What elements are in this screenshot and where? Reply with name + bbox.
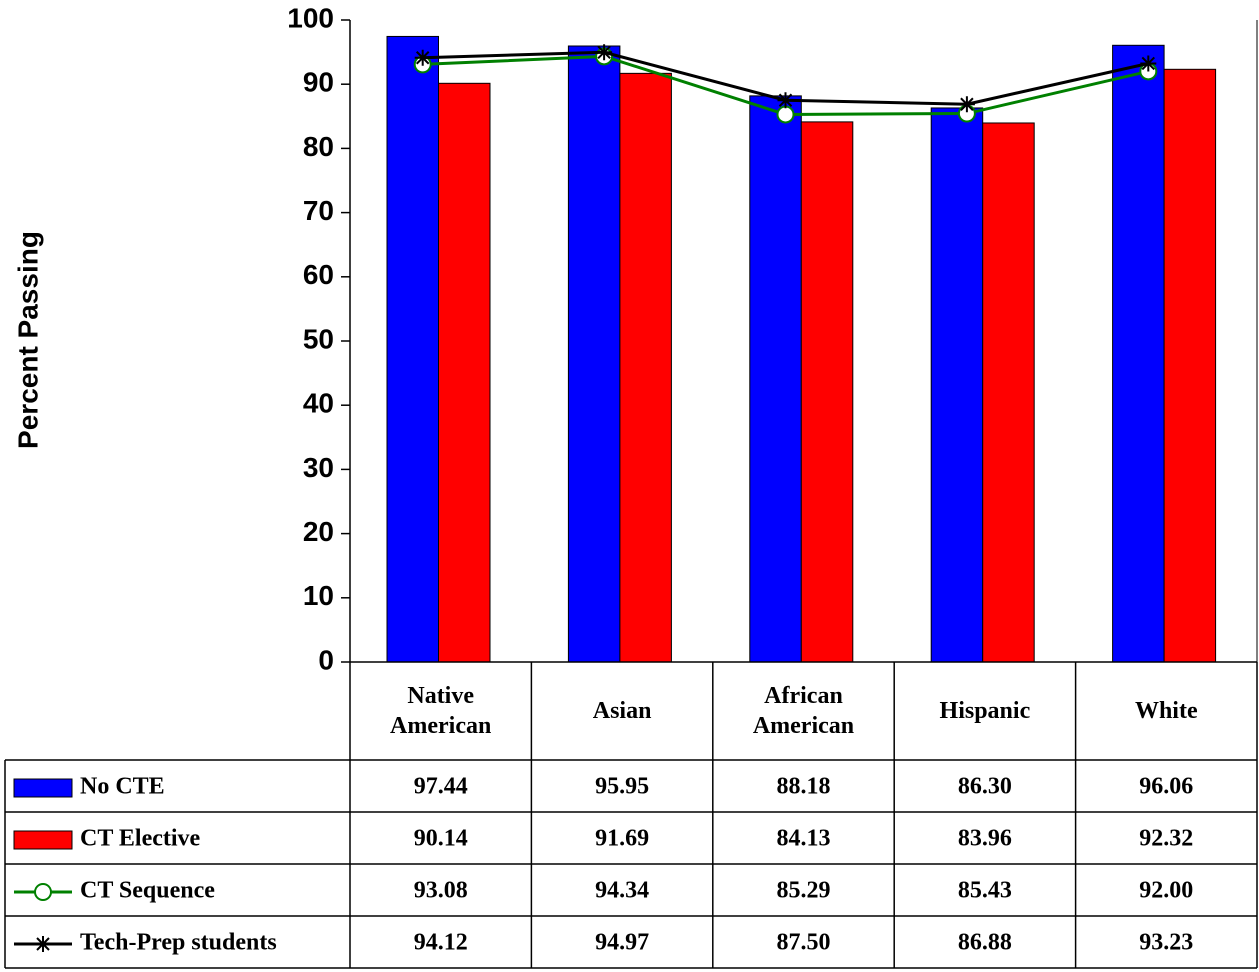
legend-marker: [35, 936, 51, 952]
bar: [982, 122, 1035, 663]
x-tick-text: Hispanic: [939, 698, 1031, 724]
y-tick-label: 0: [318, 644, 334, 675]
x-tick-label: African American: [713, 662, 894, 760]
line-marker: [958, 96, 975, 113]
y-tick-label: 90: [303, 67, 334, 98]
table-value: 85.43: [958, 878, 1012, 904]
line-marker: [414, 49, 431, 66]
bar: [567, 45, 621, 663]
y-tick-label: 40: [303, 388, 334, 419]
y-tick-label: 50: [303, 323, 334, 354]
line-marker: [776, 105, 795, 124]
x-tick-text: Native American: [390, 683, 492, 739]
bar: [1163, 68, 1217, 663]
table-value: 95.95: [595, 774, 649, 800]
bar: [619, 72, 672, 663]
table-value: 87.50: [777, 930, 831, 956]
legend-marker: [34, 883, 52, 901]
bar: [438, 82, 491, 663]
x-tick-text: Asian: [592, 698, 652, 724]
table-value: 86.30: [958, 774, 1012, 800]
table-value: 94.97: [595, 930, 649, 956]
y-tick-label: 30: [303, 452, 334, 483]
x-tick-label: Asian: [531, 662, 712, 760]
table-value: 85.29: [777, 878, 831, 904]
y-tick-label: 100: [287, 2, 334, 33]
table-value: 94.34: [595, 878, 649, 904]
table-value: 93.08: [414, 878, 468, 904]
y-axis-title: Percent Passing: [12, 231, 43, 449]
x-tick-label: White: [1076, 662, 1257, 760]
legend-label: CT Elective: [80, 826, 201, 852]
bar: [800, 121, 854, 663]
bar: [930, 107, 984, 663]
line-marker: [777, 92, 794, 109]
bar: [386, 35, 439, 663]
table-value: 86.88: [958, 930, 1012, 956]
table-value: 84.13: [777, 826, 831, 852]
y-tick-label: 10: [303, 580, 334, 611]
bar: [749, 95, 802, 663]
table-value: 90.14: [414, 826, 468, 852]
table-value: 83.96: [958, 826, 1012, 852]
x-tick-text: White: [1134, 698, 1198, 724]
x-tick-label: Native American: [350, 662, 531, 760]
table-value: 94.12: [414, 930, 468, 956]
legend-label: Tech-Prep students: [80, 930, 277, 956]
y-tick-label: 60: [303, 259, 334, 290]
line-marker: [596, 44, 613, 61]
y-tick-label: 20: [303, 516, 334, 547]
x-tick-label: Hispanic: [894, 662, 1075, 760]
table-value: 91.69: [595, 826, 649, 852]
table-value: 92.00: [1139, 878, 1193, 904]
y-tick-label: 70: [303, 195, 334, 226]
table-value: 92.32: [1139, 826, 1193, 852]
table-value: 97.44: [414, 774, 468, 800]
legend-label: No CTE: [80, 774, 165, 800]
legend-label: CT Sequence: [80, 878, 215, 904]
bar: [1112, 44, 1165, 663]
legend-key: [13, 830, 73, 850]
line-marker: [1140, 55, 1157, 72]
table-value: 93.23: [1139, 930, 1193, 956]
table-value: 96.06: [1139, 774, 1193, 800]
table-value: 88.18: [777, 774, 831, 800]
x-tick-text: African American: [752, 683, 855, 739]
y-tick-label: 80: [303, 131, 334, 162]
legend-key: [13, 778, 73, 798]
